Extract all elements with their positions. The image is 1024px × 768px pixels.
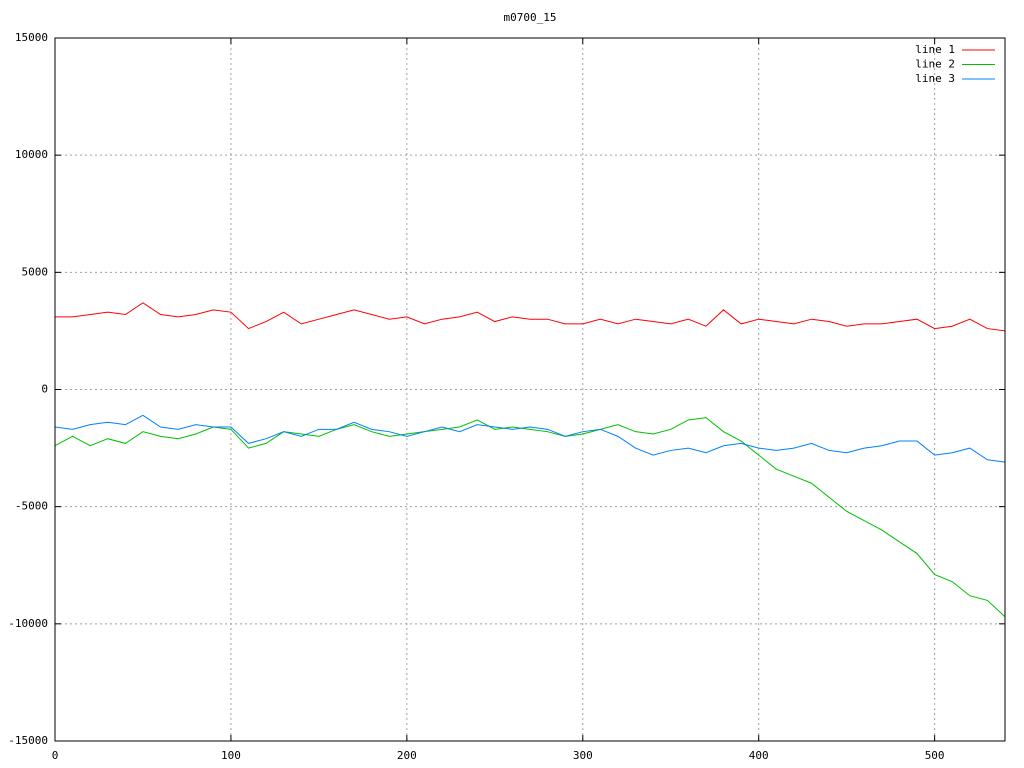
- legend-label: line 3: [915, 72, 955, 85]
- y-tick-label: 10000: [15, 148, 48, 161]
- plot-border: [54, 37, 1006, 742]
- y-tick-label: -5000: [15, 500, 48, 513]
- y-tick-label: 0: [41, 383, 48, 396]
- y-tick-label: -10000: [8, 617, 48, 630]
- legend-label: line 2: [915, 58, 955, 71]
- data-line: [54, 414, 1006, 463]
- y-tick-label: 15000: [15, 31, 48, 44]
- legend-label: line 1: [915, 43, 955, 56]
- x-tick-label: 0: [52, 749, 59, 762]
- x-tick-label: 400: [749, 749, 769, 762]
- x-tick-label: 200: [397, 749, 417, 762]
- x-tick-label: 300: [573, 749, 593, 762]
- data-line: [55, 302, 1006, 332]
- y-tick-label: -15000: [8, 734, 48, 747]
- x-tick-label: 100: [221, 749, 241, 762]
- chart-title: m0700_15: [504, 11, 557, 24]
- x-tick-label: 500: [925, 749, 945, 762]
- y-tick-label: 5000: [22, 265, 49, 278]
